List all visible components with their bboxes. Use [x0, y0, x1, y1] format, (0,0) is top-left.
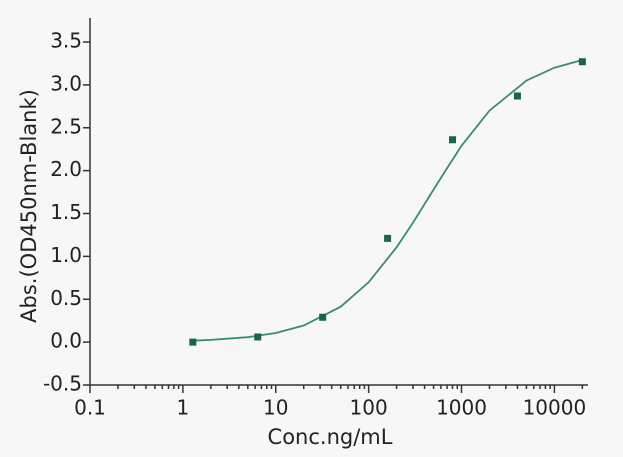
x-tick-label: 1000 — [436, 396, 487, 420]
y-tick-label: 0.5 — [50, 286, 82, 310]
x-tick-label: 10 — [263, 396, 288, 420]
data-point — [578, 58, 586, 66]
data-point — [319, 313, 327, 321]
y-tick-label: 3.0 — [50, 71, 82, 95]
y-tick-label: 2.0 — [50, 157, 82, 181]
y-tick-label: 2.5 — [50, 114, 82, 138]
data-point — [513, 92, 521, 100]
x-tick-label: 100 — [350, 396, 388, 420]
y-tick-label: 1.5 — [50, 200, 82, 224]
y-tick-label: 3.5 — [50, 29, 82, 53]
data-point — [449, 136, 457, 144]
data-point — [189, 338, 197, 346]
fit-curve — [190, 59, 583, 342]
y-tick-label: -0.5 — [43, 372, 82, 396]
x-tick-label: 0.1 — [74, 396, 106, 420]
y-axis-label: Abs.(OD450nm-Blank) — [17, 89, 41, 323]
x-axis-label: Conc.ng/mL — [268, 425, 393, 449]
x-tick-label: 1 — [177, 396, 190, 420]
data-point — [384, 234, 392, 242]
y-tick-label: 1.0 — [50, 243, 82, 267]
data-point — [254, 333, 262, 341]
x-tick-label: 10000 — [523, 396, 587, 420]
y-tick-label: 0.0 — [50, 329, 82, 353]
